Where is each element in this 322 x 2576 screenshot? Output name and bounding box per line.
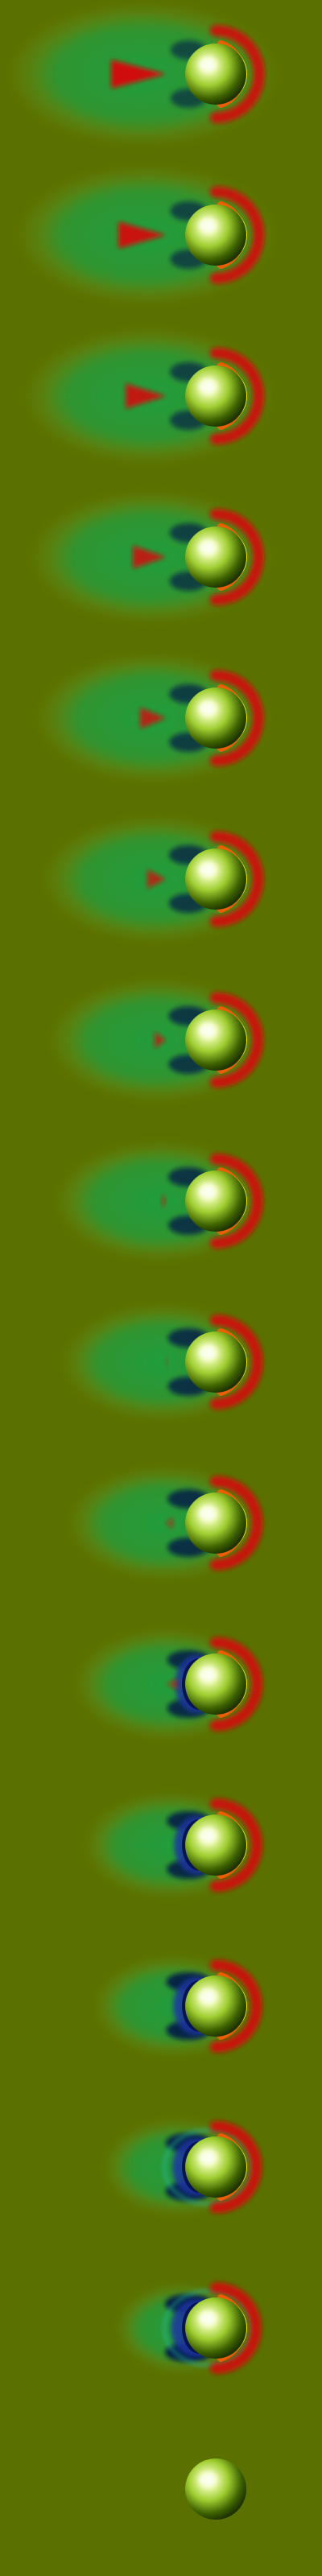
wake-triangle <box>118 221 166 249</box>
wake-triangle <box>166 1517 173 1530</box>
bow-arc-red <box>210 992 264 1088</box>
bow-arc-red <box>210 1153 264 1249</box>
wake-triangle <box>111 60 166 89</box>
frame-3 <box>23 328 275 464</box>
sphere <box>185 1492 246 1554</box>
bow-arc-red <box>210 831 264 927</box>
sphere-highlight <box>199 1023 217 1038</box>
bow-arc-red <box>210 1959 262 2053</box>
sphere-highlight <box>199 1667 217 1682</box>
sphere-highlight <box>199 379 217 394</box>
sphere <box>185 848 246 910</box>
frame-2 <box>16 165 278 305</box>
frame-6 <box>42 815 270 943</box>
wake-triangle <box>126 383 166 409</box>
frame-1 <box>6 2 280 147</box>
bow-arc-red <box>210 2120 262 2214</box>
bow-arc-red <box>210 508 265 606</box>
sphere <box>185 2458 246 2520</box>
sphere <box>185 2297 246 2359</box>
bow-arc-red <box>210 186 265 284</box>
frame-9 <box>61 1303 264 1421</box>
frame-15 <box>116 2282 262 2374</box>
sphere-highlight <box>199 540 217 555</box>
bow-arc-red <box>210 2282 262 2374</box>
bow-arc-red <box>210 25 265 123</box>
wake-triangle <box>166 1678 178 1690</box>
wake-triangle <box>133 545 166 569</box>
sphere <box>185 1331 246 1393</box>
sphere-highlight <box>199 1989 217 2004</box>
sphere-highlight <box>199 1345 217 1360</box>
wake-triangle <box>155 1031 166 1049</box>
sphere-highlight <box>199 2150 217 2165</box>
sphere <box>185 526 246 588</box>
wake-triangle <box>140 707 166 729</box>
sphere-highlight <box>199 862 217 877</box>
bow-arc-red <box>210 670 264 766</box>
frame-11 <box>73 1629 263 1740</box>
bow-arc-red <box>210 1798 263 1893</box>
sphere <box>185 204 246 266</box>
wake-triangle <box>166 1355 168 1369</box>
sphere <box>185 43 246 105</box>
sphere <box>185 1009 246 1071</box>
wake-triangle <box>147 869 166 889</box>
frame-12 <box>84 1792 263 1898</box>
frame-14 <box>103 2119 262 2215</box>
sphere-highlight <box>199 1506 217 1521</box>
sphere <box>185 687 246 749</box>
sphere-highlight <box>199 701 217 716</box>
frame-13 <box>93 1955 262 2057</box>
sphere <box>185 1975 246 2037</box>
sphere <box>185 365 246 427</box>
frame-8 <box>55 1141 266 1261</box>
bow-arc-red <box>210 1476 263 1571</box>
sphere <box>185 1814 246 1876</box>
wake-triangle <box>162 1193 166 1209</box>
bow-arc-red <box>210 1637 263 1732</box>
sphere-highlight <box>199 1184 217 1199</box>
sphere-highlight <box>199 2472 217 2487</box>
sphere <box>185 2136 246 2198</box>
sphere-highlight <box>199 57 217 72</box>
sphere-highlight <box>199 1828 217 1843</box>
bow-arc-red <box>210 1315 263 1410</box>
sphere-highlight <box>199 218 217 233</box>
bow-arc-red <box>210 347 265 445</box>
frame-10 <box>68 1466 263 1580</box>
frame-16 <box>185 2458 246 2520</box>
frame-5 <box>35 653 272 783</box>
frame-7 <box>48 978 268 1102</box>
frame-4 <box>29 490 274 624</box>
sphere <box>185 1653 246 1715</box>
sphere-highlight <box>199 2311 217 2326</box>
sphere <box>185 1170 246 1232</box>
